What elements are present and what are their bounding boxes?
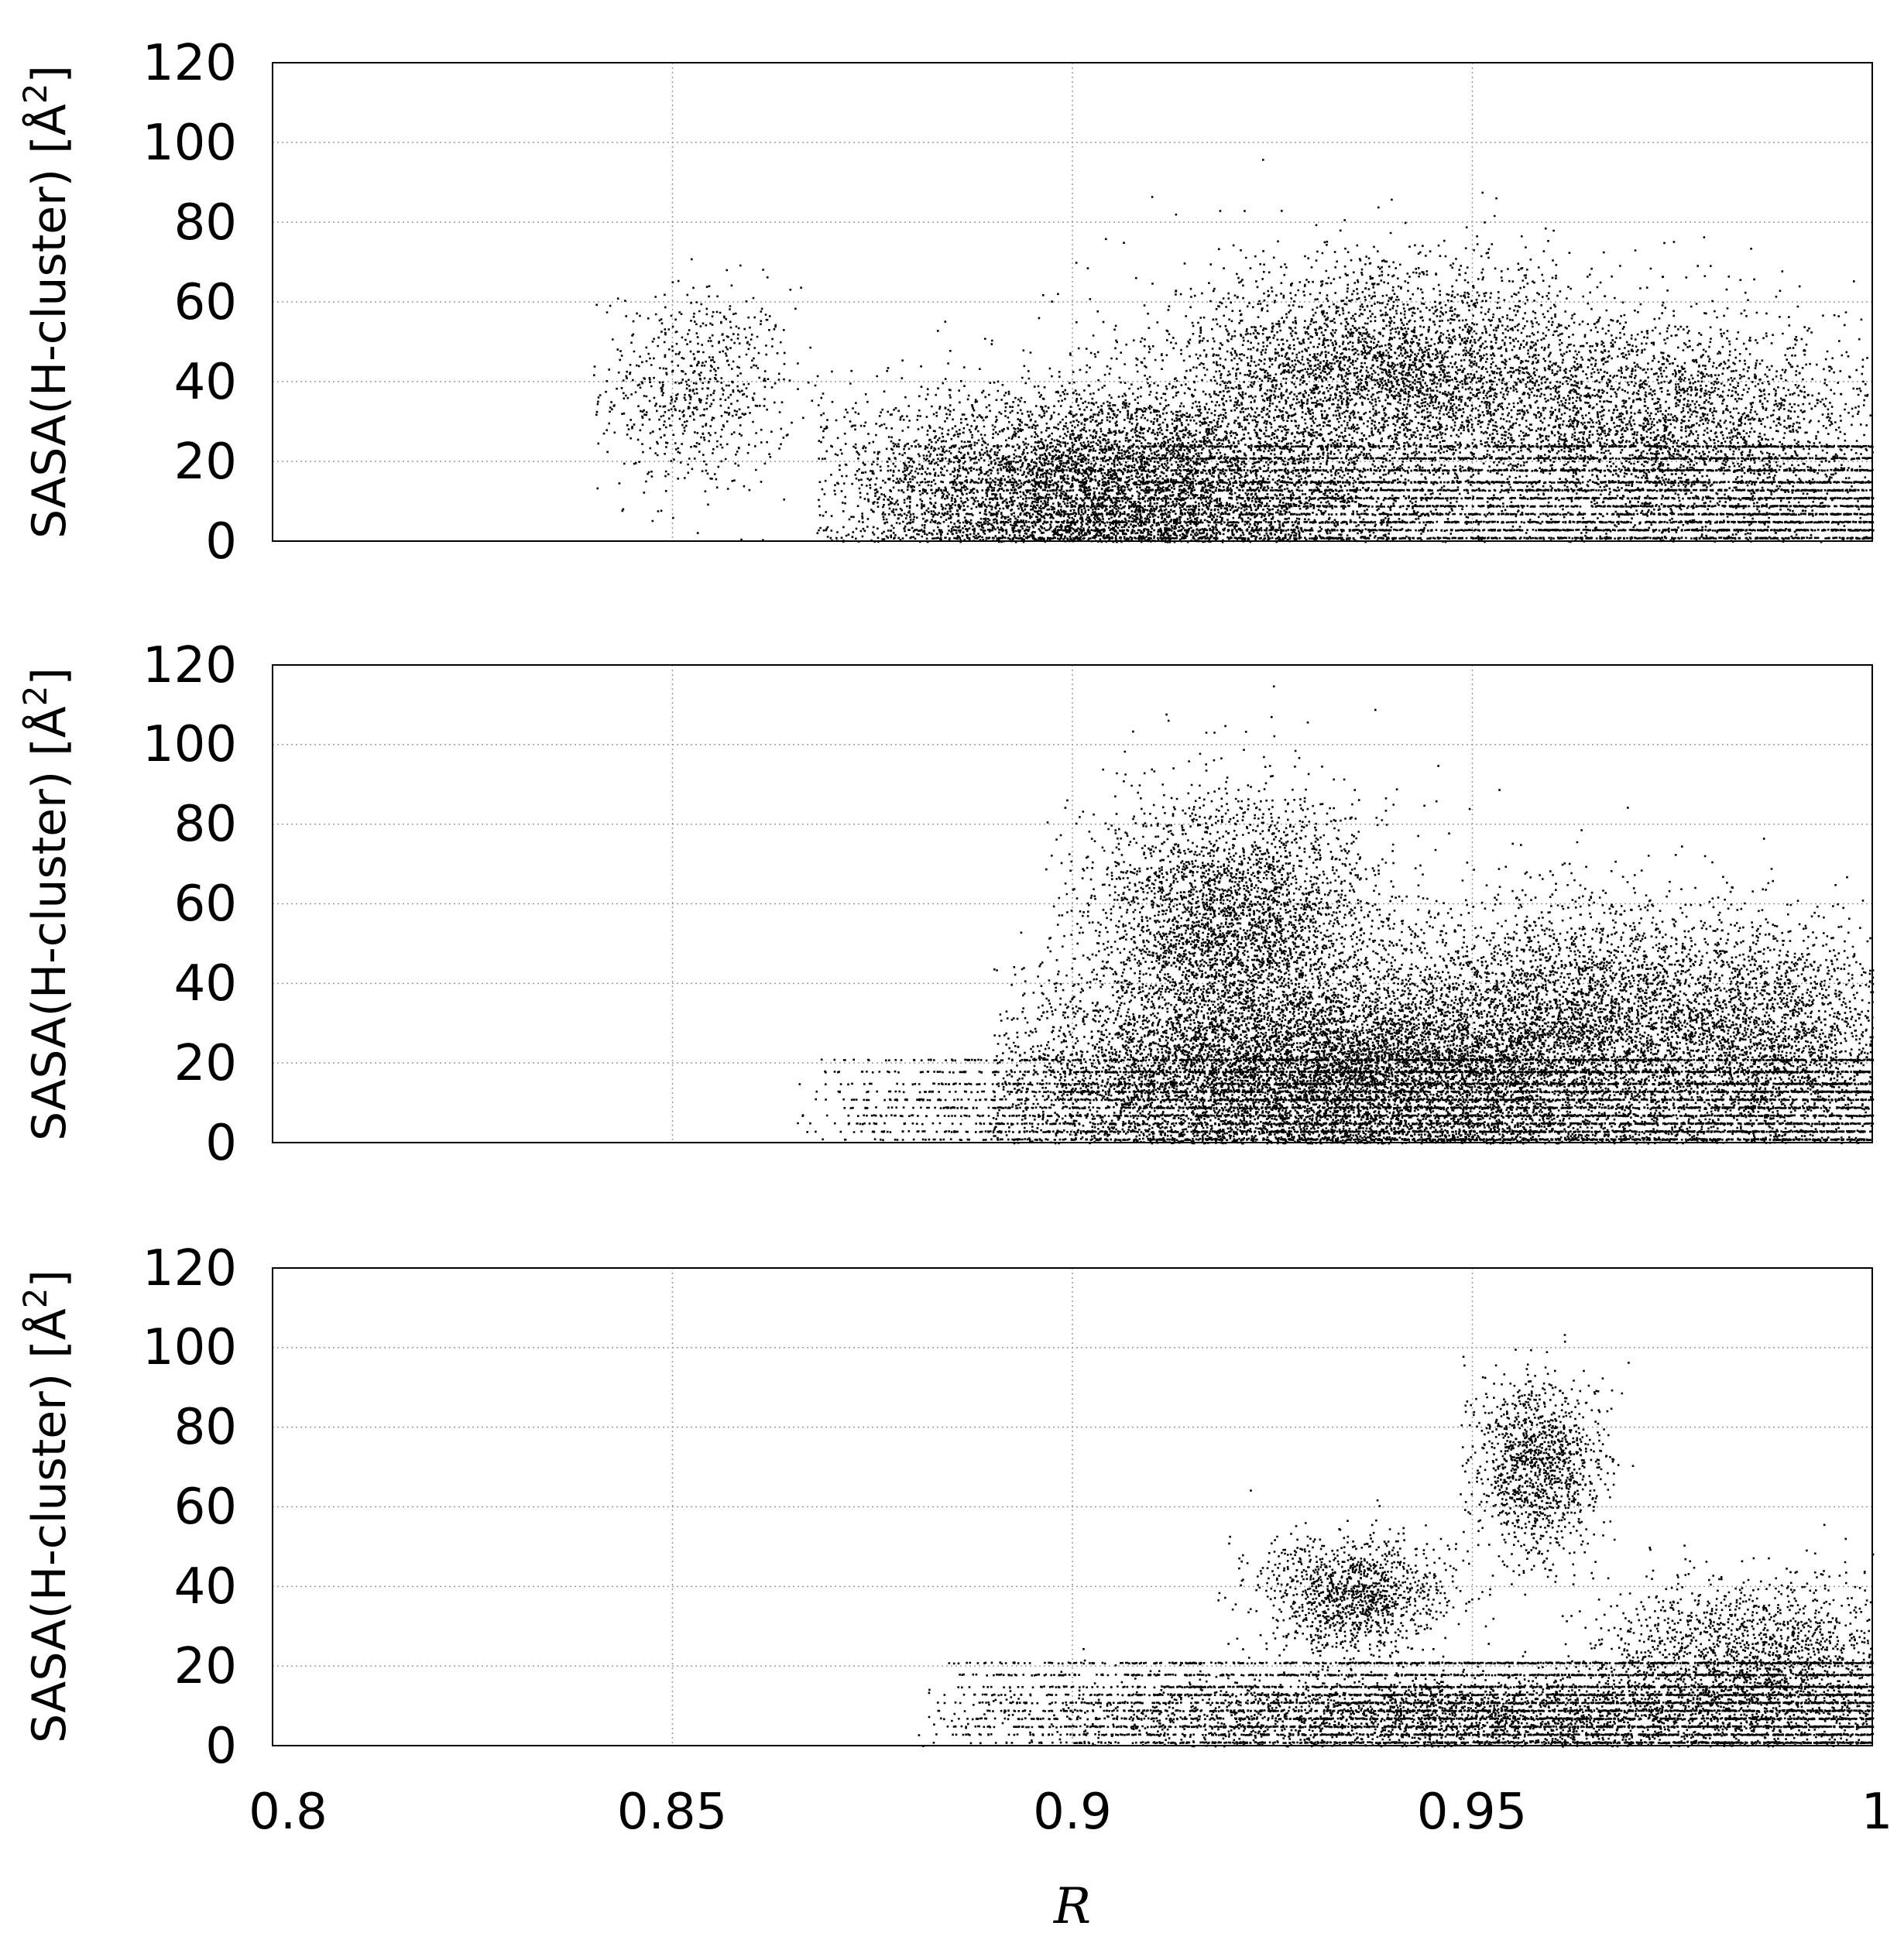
plot-frame-middle <box>272 664 1873 1143</box>
x-tick-label: 1 <box>1861 1784 1893 1841</box>
grid-middle <box>273 665 1872 1143</box>
y-tick-label: 100 <box>142 1319 237 1376</box>
x-tick-label: 0.85 <box>617 1784 728 1841</box>
plot-frame-bottom <box>272 1267 1873 1746</box>
y-tick-label: 20 <box>174 1035 237 1092</box>
y-tick-labels-bottom: 0 20 40 60 80 100 120 <box>142 1240 237 1775</box>
y-tick-label: 60 <box>174 876 237 933</box>
panel-middle: 0 20 40 60 80 100 120 SASA(H-cluster) [Å… <box>16 637 1875 1172</box>
y-tick-label: 0 <box>205 513 237 571</box>
y-tick-label: 0 <box>205 1115 237 1172</box>
scatter-points-bottom <box>918 1334 1875 1748</box>
x-tick-labels: 0.8 0.85 0.9 0.95 1 <box>249 1784 1892 1841</box>
y-tick-label: 120 <box>142 35 237 92</box>
scatter-points-middle <box>797 685 1875 1145</box>
y-tick-label: 40 <box>174 955 237 1013</box>
y-tick-label: 80 <box>174 796 237 853</box>
y-tick-label: 100 <box>142 115 237 172</box>
y-axis-title-middle: SASA(H-cluster) [Å2] <box>16 667 77 1141</box>
scatter-points <box>918 1334 1875 1748</box>
panel-bottom: 0 20 40 60 80 100 120 0.8 0.85 0.9 0.95 … <box>16 1240 1892 1935</box>
y-tick-labels-top: 0 20 40 60 80 100 120 <box>142 35 237 571</box>
y-tick-label: 80 <box>174 194 237 252</box>
y-tick-label: 60 <box>174 274 237 331</box>
y-tick-label: 0 <box>205 1718 237 1775</box>
y-tick-label: 120 <box>142 637 237 694</box>
y-tick-label: 60 <box>174 1479 237 1536</box>
x-tick-label: 0.8 <box>249 1784 328 1841</box>
y-axis-title-bottom: SASA(H-cluster) [Å2] <box>16 1270 77 1743</box>
x-axis-title: R <box>1053 1878 1091 1935</box>
y-tick-label: 40 <box>174 354 237 411</box>
y-tick-label: 120 <box>142 1240 237 1297</box>
y-tick-labels-middle: 0 20 40 60 80 100 120 <box>142 637 237 1172</box>
x-tick-label: 0.9 <box>1033 1784 1112 1841</box>
y-tick-label: 100 <box>142 716 237 773</box>
y-tick-label: 40 <box>174 1558 237 1616</box>
y-tick-label: 20 <box>174 1638 237 1695</box>
x-tick-label: 0.95 <box>1417 1784 1528 1841</box>
y-axis-title-top: SASA(H-cluster) [Å2] <box>16 65 77 539</box>
y-tick-label: 80 <box>174 1399 237 1456</box>
y-tick-label: 20 <box>174 434 237 491</box>
grid-bottom <box>273 1268 1872 1746</box>
plot-frame-top <box>272 62 1873 542</box>
scatter-points-top <box>593 159 1875 543</box>
panel-top: 0 20 40 60 80 100 120 SASA(H-cluster) [Å… <box>16 35 1875 571</box>
scatter-points <box>797 685 1875 1145</box>
scatter-points <box>593 159 1875 543</box>
